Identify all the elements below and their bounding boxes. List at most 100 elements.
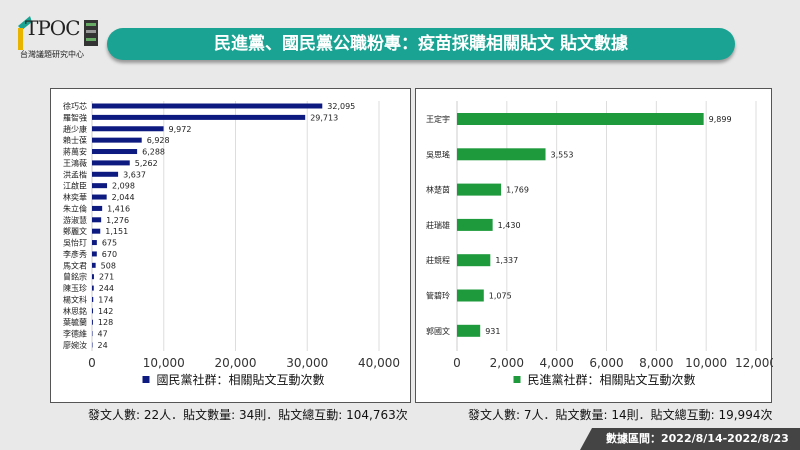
x-tick-label: 0 (88, 356, 96, 370)
category-label: 李彥秀 (63, 249, 87, 259)
x-tick-label: 2,000 (490, 356, 524, 370)
x-tick-label: 40,000 (358, 356, 400, 370)
bar (92, 296, 94, 302)
value-label: 670 (102, 250, 117, 259)
value-label: 1,416 (107, 204, 130, 213)
logo (14, 14, 104, 66)
bar (92, 149, 138, 155)
category-label: 楊文科 (63, 294, 87, 304)
value-label: 1,337 (495, 256, 518, 265)
value-label: 47 (98, 330, 108, 339)
value-label: 3,553 (551, 150, 574, 159)
value-label: 1,430 (498, 221, 521, 230)
value-label: 1,276 (106, 216, 129, 225)
x-tick-label: 10,000 (143, 356, 185, 370)
x-tick-label: 30,000 (286, 356, 328, 370)
bar (457, 183, 502, 196)
legend-label: 民進黨社群：相關貼文互動次數 (527, 372, 695, 387)
bar (92, 126, 164, 132)
bar (92, 319, 93, 325)
value-label: 3,637 (123, 170, 146, 179)
bar (92, 137, 142, 143)
category-label: 曾銘宗 (63, 272, 87, 282)
bar (92, 342, 93, 348)
category-label: 趙少康 (63, 124, 87, 134)
category-label: 廖婉汝 (63, 340, 87, 350)
value-label: 29,713 (310, 113, 338, 122)
category-label: 王鴻薇 (63, 158, 87, 168)
value-label: 2,044 (112, 193, 135, 202)
category-label: 馬文君 (63, 260, 87, 270)
bar (92, 228, 101, 234)
value-label: 9,972 (169, 125, 192, 134)
value-label: 1,075 (489, 292, 512, 301)
value-label: 1,151 (105, 227, 128, 236)
bar (92, 217, 102, 223)
x-tick-label: 0 (453, 356, 461, 370)
logo-mark-icon (18, 16, 32, 50)
value-label: 2,098 (112, 182, 135, 191)
value-label: 5,262 (135, 159, 158, 168)
category-label: 陳玉珍 (63, 283, 87, 293)
value-label: 675 (102, 239, 117, 248)
x-tick-label: 12,000 (735, 356, 773, 370)
bar (92, 103, 323, 109)
logo-subtitle: 台灣議題研究中心 (20, 50, 84, 59)
bar (92, 183, 108, 189)
category-label: 朱立倫 (63, 203, 87, 213)
value-label: 1,769 (506, 186, 529, 195)
category-label: 蔣萬安 (63, 147, 87, 157)
legend-swatch (513, 376, 521, 383)
category-label: 徐巧芯 (63, 101, 87, 111)
category-label: 林楚茵 (426, 185, 450, 195)
dpp-summary: 發文人數: 7人．貼文數量: 14則．貼文總互動: 19,994次 (468, 408, 773, 422)
category-label: 管碧玲 (426, 291, 450, 301)
category-label: 游淑慧 (63, 215, 87, 225)
value-label: 6,928 (147, 136, 170, 145)
category-label: 江啟臣 (63, 181, 87, 191)
logo-text: TPOC (25, 16, 80, 40)
category-label: 林思銘 (63, 306, 87, 316)
category-label: 林奕華 (63, 192, 87, 202)
x-tick-label: 20,000 (215, 356, 257, 370)
value-label: 931 (485, 327, 500, 336)
bar (92, 262, 96, 268)
category-label: 賴士葆 (63, 135, 87, 145)
value-label: 6,288 (142, 148, 165, 157)
category-label: 李德維 (63, 329, 87, 339)
category-label: 葉毓蘭 (63, 317, 87, 327)
category-label: 羅智強 (63, 112, 87, 122)
value-label: 24 (98, 341, 108, 350)
category-label: 鄭麗文 (63, 226, 87, 236)
bar (457, 254, 491, 267)
value-label: 142 (98, 307, 113, 316)
value-label: 508 (101, 261, 116, 270)
value-label: 128 (98, 318, 113, 327)
category-label: 吳怡玎 (63, 238, 87, 248)
bar (92, 274, 94, 280)
kmt-bar-chart: 0 10,000 20,000 30,000 40,000 徐巧芯 32,095 羅智強 29,… (63, 101, 400, 387)
bar (92, 171, 119, 177)
legend-label: 國民黨社群：相關貼文互動次數 (156, 372, 324, 387)
bar (457, 324, 481, 337)
dpp-bar-chart: 0 2,000 4,000 6,000 8,000 10,000 12,000 王定宇 9,89… (426, 101, 773, 387)
x-tick-label: 4,000 (539, 356, 573, 370)
category-label: 莊競程 (426, 255, 450, 265)
bar (457, 218, 493, 231)
value-label: 32,095 (327, 102, 355, 111)
value-label: 271 (99, 273, 114, 282)
logo-pattern-icon (84, 20, 98, 46)
bar (92, 251, 97, 257)
bar (92, 308, 94, 314)
bar (457, 289, 484, 302)
bar (92, 194, 107, 200)
bar (92, 331, 93, 337)
page-title: 民進黨、國民黨公職粉專：疫苗採購相關貼文 貼文數據 (107, 28, 735, 60)
legend-swatch (142, 376, 150, 383)
bar (92, 240, 97, 246)
category-label: 洪孟楷 (63, 169, 87, 179)
category-label: 王定宇 (426, 114, 450, 124)
bar (457, 113, 704, 125)
bar (457, 148, 546, 161)
category-label: 吳思瑤 (426, 149, 450, 159)
